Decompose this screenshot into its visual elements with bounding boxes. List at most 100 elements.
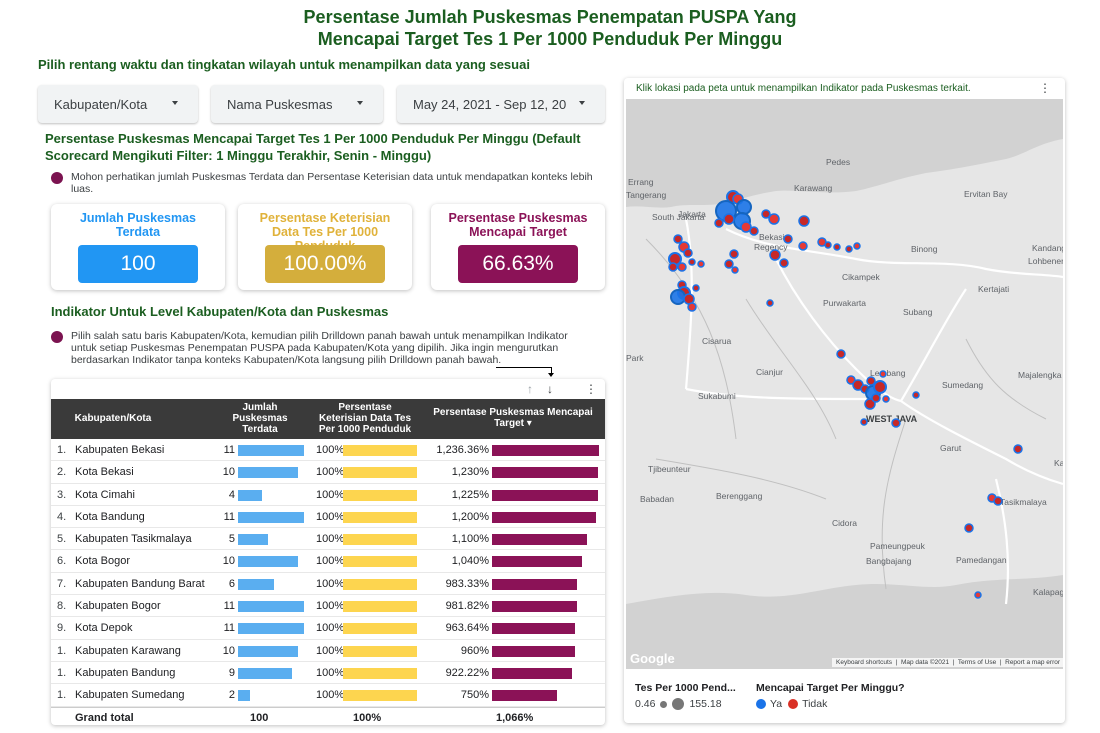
scorecard-value: 100 [78,245,198,283]
puskesmas-marker[interactable] [779,258,789,268]
row-index: 1. [57,689,67,702]
puskesmas-marker[interactable] [864,398,876,410]
terms-of-use-link[interactable]: Terms of Use [957,659,997,666]
scorecard-jumlah[interactable]: Jumlah Puskesmas Terdata 100 [51,204,225,290]
puskesmas-marker[interactable] [668,262,678,272]
table-row[interactable]: 2. Kota Bekasi 10 100% 1,230% [51,461,605,484]
puskesmas-marker[interactable] [866,376,876,386]
table-row[interactable]: 7. Kabupaten Bandung Barat 6 100% 983.33% [51,573,605,596]
scorecard-keterisian[interactable]: Persentase Keterisian Data Tes Per 1000 … [238,204,412,290]
row-keterisian: 100% [316,644,345,657]
row-keterisian: 100% [316,466,345,479]
map-place-label: Subang [903,307,933,317]
puskesmas-marker[interactable] [882,395,890,403]
puskesmas-marker[interactable] [714,218,724,228]
table-row[interactable]: 1. Kabupaten Bandung 9 100% 922.22% [51,662,605,685]
puskesmas-marker[interactable] [798,241,808,251]
puskesmas-map[interactable]: Pedes Karawang Jakarta South Jakarta Tangera… [626,99,1063,669]
more-options-icon[interactable]: ⋮ [585,382,597,396]
puskesmas-marker[interactable] [768,213,780,225]
puskesmas-marker[interactable] [879,370,887,378]
puskesmas-marker[interactable] [729,249,739,259]
puskesmas-marker[interactable] [993,496,1003,506]
row-target: 983.33% [445,577,489,590]
puskesmas-marker[interactable] [670,289,686,305]
more-options-icon[interactable]: ⋮ [1039,81,1051,95]
puskesmas-marker[interactable] [964,523,974,533]
puskesmas-marker[interactable] [912,391,920,399]
google-logo: Google [630,651,675,666]
puskesmas-marker[interactable] [692,284,700,292]
table-row[interactable]: 1. Kabupaten Sumedang 2 100% 750% [51,684,605,707]
date-range-filter[interactable]: May 24, 2021 - Sep 12, 20 [397,85,605,123]
kabupaten-filter-dropdown[interactable]: Kabupaten/Kota [38,85,198,123]
header-jumlah[interactable]: Jumlah Puskesmas Terdata [232,402,288,435]
puskesmas-marker[interactable] [873,380,887,394]
puskesmas-marker[interactable] [798,215,810,227]
map-header: Klik lokasi pada peta untuk menampilkan … [636,83,971,94]
legend-ya: Ya [770,698,783,710]
puskesmas-marker[interactable] [673,234,683,244]
puskesmas-marker[interactable] [723,213,735,225]
table-row[interactable]: 4. Kota Bandung 11 100% 1,200% [51,506,605,529]
table-row[interactable]: 3. Kota Cimahi 4 100% 1,225% [51,484,605,506]
puskesmas-marker[interactable] [724,259,734,269]
row-keterisian: 100% [316,488,345,501]
caret-down-icon [579,101,585,105]
table-row[interactable]: 1. Kabupaten Karawang 10 100% 960% [51,640,605,662]
puskesmas-marker[interactable] [824,241,832,249]
header-keterisian[interactable]: Persentase Keterisian Data Tes Per 1000 … [318,402,412,435]
map-place-label: Cisarua [702,336,732,346]
puskesmas-marker[interactable] [974,591,982,599]
keyboard-shortcuts-link[interactable]: Keyboard shortcuts [836,659,893,666]
puskesmas-marker[interactable] [683,248,693,258]
puskesmas-marker[interactable] [769,249,781,261]
row-jumlah: 10 [222,644,235,657]
puskesmas-marker[interactable] [687,302,697,312]
header-target[interactable]: Persentase Puskesmas Mencapai Target ▾ [433,407,593,429]
puskesmas-marker[interactable] [749,226,759,236]
puskesmas-marker[interactable] [846,375,856,385]
table-row[interactable]: 9. Kota Depok 11 100% 963.64% [51,617,605,640]
table-row[interactable]: 6. Kota Bogor 10 100% 1,040% [51,550,605,573]
map-place-label: Lohbener [1028,256,1063,266]
drill-up-icon[interactable]: ↑ [527,382,533,396]
small-circle-icon [660,700,668,708]
map-place-label: Ervitan Bay [964,189,1008,199]
kabupaten-table[interactable]: ↑ ↓ ⋮ Kabupaten/Kota Jumlah Puskesmas Te… [51,379,605,725]
jumlah-bar [238,690,250,702]
puskesmas-marker[interactable] [783,234,793,244]
puskesmas-filter-dropdown[interactable]: Nama Puskesmas [211,85,383,123]
puskesmas-marker[interactable] [688,258,696,266]
puskesmas-marker[interactable] [761,209,771,219]
puskesmas-marker[interactable] [845,245,853,253]
puskesmas-marker[interactable] [736,199,752,215]
scorecard-section-title: Persentase Puskesmas Mencapai Target Tes… [45,131,581,163]
report-map-error-link[interactable]: Report a map error [1005,659,1061,666]
puskesmas-marker[interactable] [1013,444,1023,454]
puskesmas-marker[interactable] [740,221,752,233]
puskesmas-marker[interactable] [860,418,868,426]
scorecard-mencapai-target[interactable]: Persentase Puskesmas Mencapai Target 66.… [431,204,605,290]
puskesmas-marker[interactable] [833,243,841,251]
map-place-label: Kalapageer [1033,587,1063,597]
row-index: 1. [57,644,67,657]
puskesmas-marker[interactable] [836,349,846,359]
table-row[interactable]: 1. Kabupaten Bekasi 11 100% 1,236.36% [51,439,605,462]
puskesmas-marker[interactable] [766,299,774,307]
puskesmas-marker[interactable] [677,262,687,272]
puskesmas-marker[interactable] [697,260,705,268]
sort-desc-icon: ▾ [526,418,532,429]
pointer-arrow [496,367,552,368]
drill-down-icon[interactable]: ↓ [547,382,553,396]
table-row[interactable]: 8. Kabupaten Bogor 11 100% 981.82% [51,595,605,618]
puskesmas-marker[interactable] [891,418,901,428]
table-row[interactable]: 5. Kabupaten Tasikmalaya 5 100% 1,100% [51,528,605,551]
header-kabupaten[interactable]: Kabupaten/Kota [74,413,152,424]
row-index: 8. [57,600,67,613]
puskesmas-marker[interactable] [853,242,861,250]
puskesmas-marker[interactable] [871,393,881,403]
map-place-label: Cikampek [842,272,881,282]
puskesmas-marker[interactable] [731,266,739,274]
